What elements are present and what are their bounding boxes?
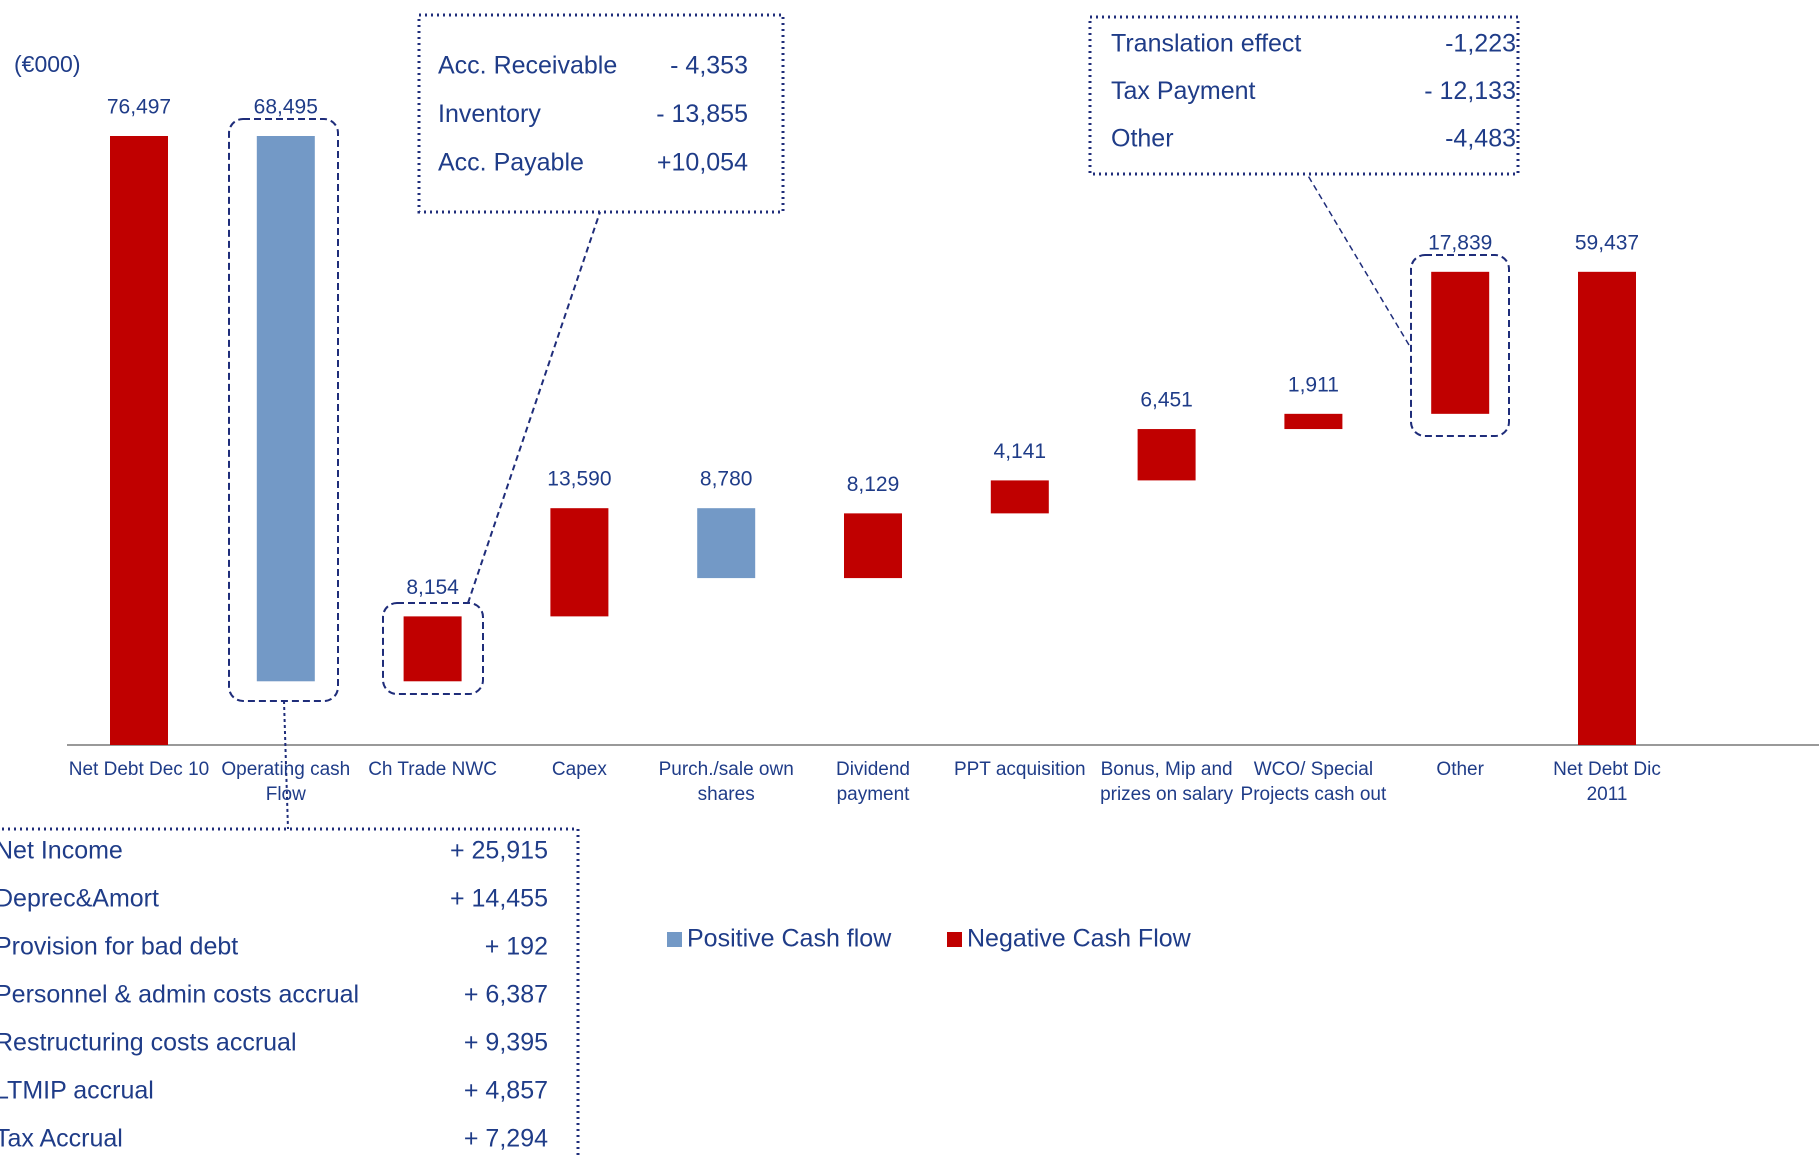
callout-label: Other: [1111, 125, 1174, 153]
bar: [110, 136, 168, 745]
value-label: 76,497: [107, 96, 171, 119]
x-tick-label: Bonus, Mip and prizes on salary: [1100, 759, 1234, 805]
callout-value: - 13,855: [656, 100, 748, 128]
callout-label: Tax Accrual: [0, 1125, 123, 1153]
callout-value: + 6,387: [464, 981, 548, 1009]
callout-label: Restructuring costs accrual: [0, 1029, 297, 1057]
unit-label: (€000): [14, 51, 80, 77]
x-tick-label: Capex: [551, 759, 607, 780]
value-label: 8,780: [700, 468, 753, 491]
callout-value: + 7,294: [464, 1125, 548, 1153]
callout-value: -1,223: [1445, 30, 1516, 58]
legend-label: Negative Cash Flow: [967, 925, 1192, 953]
x-tick-label: Net Debt Dec 10: [68, 759, 210, 780]
callout-box: [1088, 15, 1520, 176]
callout-value: +10,054: [657, 149, 748, 177]
callout-label: Personnel & admin costs accrual: [0, 981, 359, 1009]
value-label: 17,839: [1428, 231, 1492, 254]
callout-label: Tax Payment: [1111, 77, 1256, 105]
x-tick-label: Ch Trade NWC: [368, 759, 497, 780]
value-label: 59,437: [1575, 231, 1639, 254]
callout-value: + 14,455: [450, 885, 548, 913]
x-tick-label: Purch./sale own shares: [658, 759, 794, 805]
callout-value: - 4,353: [670, 52, 748, 80]
bar: [844, 513, 902, 579]
x-tick-label: Net Debt Dic 2011: [1553, 759, 1661, 805]
bar: [697, 508, 756, 579]
bar: [1431, 271, 1490, 414]
callout-label: LTMIP accrual: [0, 1077, 154, 1105]
legend-swatch: [947, 932, 962, 947]
callout-label: Acc. Payable: [438, 149, 584, 177]
value-label: 1,911: [1288, 373, 1339, 396]
value-label: 4,141: [994, 440, 1047, 463]
x-tick-label: Other: [1436, 759, 1484, 780]
callout-label: Provision for bad debt: [0, 933, 238, 961]
highlight-box: [228, 118, 339, 702]
highlight-box: [382, 602, 484, 695]
bar: [1137, 429, 1196, 481]
callout-value: + 4,857: [464, 1077, 548, 1105]
legend-label: Positive Cash flow: [687, 925, 892, 953]
value-label: 8,154: [406, 576, 459, 599]
callout-label: Inventory: [438, 100, 541, 128]
x-tick-label: WCO/ Special Projects cash out: [1240, 759, 1387, 805]
callout-value: + 25,915: [450, 837, 548, 865]
bar: [403, 616, 462, 682]
value-label: 68,495: [254, 96, 318, 119]
callout-value: + 9,395: [464, 1029, 548, 1057]
connector: [467, 211, 601, 604]
callout-value: + 192: [485, 933, 548, 961]
bar: [550, 508, 609, 617]
callout-label: Net Income: [0, 837, 123, 865]
x-tick-label: PPT acquisition: [953, 759, 1086, 780]
callout-box: [0, 827, 580, 1155]
bar: [1284, 413, 1343, 430]
callout-label: Acc. Receivable: [438, 52, 617, 80]
value-label: 6,451: [1140, 389, 1193, 412]
callout-value: -4,483: [1445, 125, 1516, 153]
value-label: 13,590: [547, 468, 611, 491]
legend-swatch: [667, 932, 682, 947]
bar: [256, 136, 315, 682]
callout-value: - 12,133: [1424, 77, 1516, 105]
bar: [990, 480, 1049, 514]
connector: [1306, 173, 1410, 346]
x-tick-label: Operating cash Flow: [221, 759, 351, 805]
callout-label: Deprec&Amort: [0, 885, 159, 913]
value-label: 8,129: [847, 473, 900, 496]
callout-box: [417, 13, 785, 214]
x-tick-label: Dividend payment: [836, 759, 910, 805]
highlight-box: [1410, 254, 1510, 437]
bar: [1578, 271, 1636, 745]
callout-label: Translation effect: [1111, 30, 1301, 58]
